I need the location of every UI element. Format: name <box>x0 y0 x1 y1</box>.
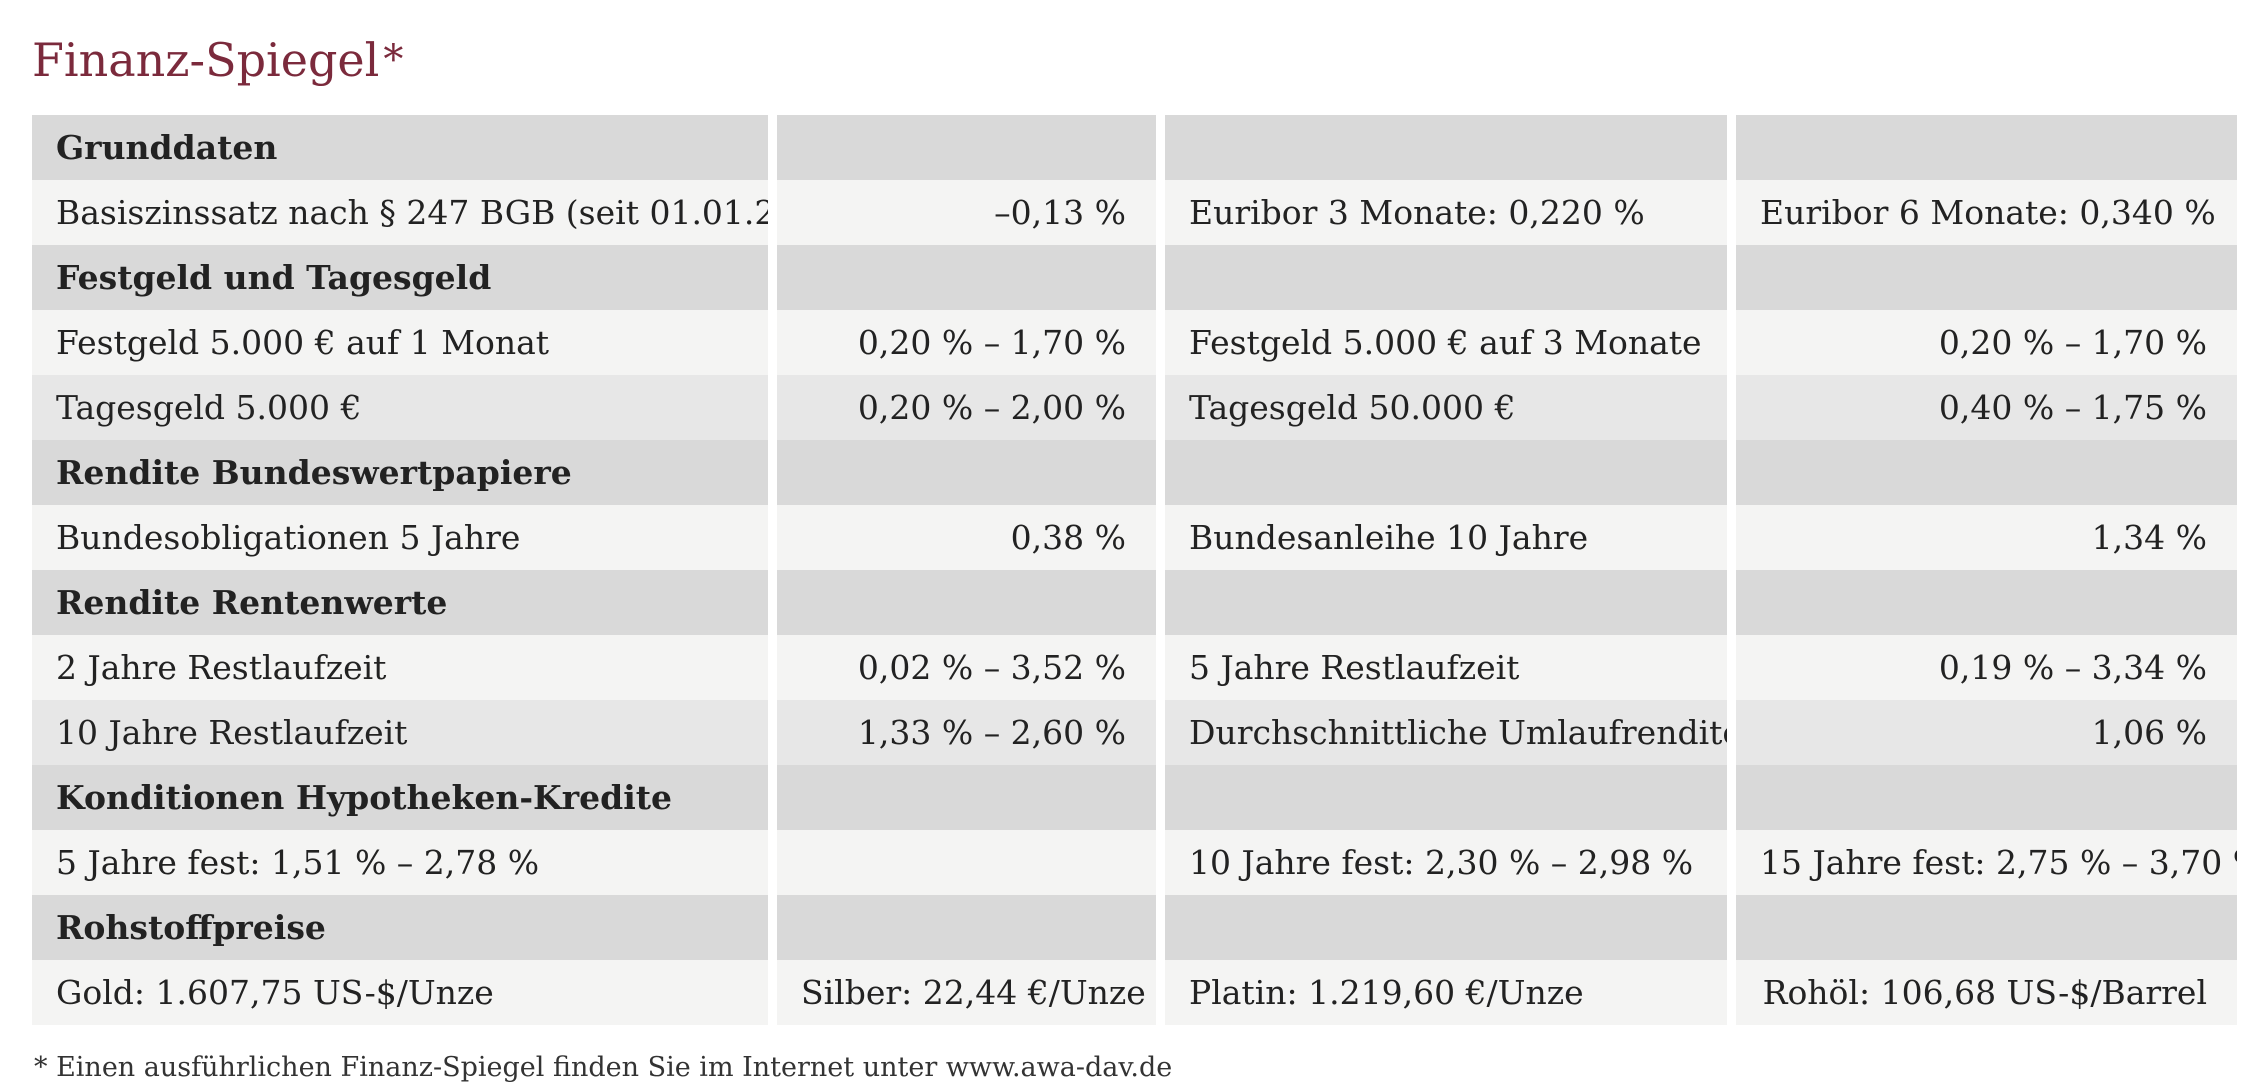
table-cell <box>1736 895 2237 960</box>
row-value: 0,02 % – 3,52 % <box>777 635 1156 700</box>
page-title: Finanz-Spiegel * <box>32 30 403 90</box>
row-label-secondary: Durchschnittliche Umlaufrendite <box>1165 700 1727 765</box>
row-label-secondary: Euribor 3 Monate: 0,220 % <box>1165 180 1727 245</box>
table-row: Basiszinssatz nach § 247 BGB (seit 01.01… <box>32 180 2237 245</box>
row-label: Gold: 1.607,75 US-$/Unze <box>32 960 768 1025</box>
row-value: 0,38 % <box>777 505 1156 570</box>
section-header-row: Grunddaten <box>32 115 2237 180</box>
section-header-row: Konditionen Hypotheken-Kredite <box>32 765 2237 830</box>
row-value-secondary: 1,34 % <box>1736 505 2237 570</box>
row-label-secondary: 10 Jahre fest: 2,30 % – 2,98 % <box>1165 830 1727 895</box>
table-row: Gold: 1.607,75 US-$/Unze Silber: 22,44 €… <box>32 960 2237 1025</box>
title-footnote-mark: * <box>383 37 404 83</box>
section-header-row: Festgeld und Tagesgeld <box>32 245 2237 310</box>
row-label-secondary: Platin: 1.219,60 €/Unze <box>1165 960 1727 1025</box>
row-value-secondary: 0,40 % – 1,75 % <box>1736 375 2237 440</box>
row-label: 5 Jahre fest: 1,51 % – 2,78 % <box>32 830 768 895</box>
table-row: 5 Jahre fest: 1,51 % – 2,78 % 10 Jahre f… <box>32 830 2237 895</box>
table-row: 10 Jahre Restlaufzeit 1,33 % – 2,60 % Du… <box>32 700 2237 765</box>
row-value <box>777 830 1156 895</box>
section-title: Konditionen Hypotheken-Kredite <box>32 765 768 830</box>
row-label-secondary: Festgeld 5.000 € auf 3 Monate <box>1165 310 1727 375</box>
row-value: –0,13 % <box>777 180 1156 245</box>
table-cell <box>777 765 1156 830</box>
table-cell <box>1736 440 2237 505</box>
row-label: Tagesgeld 5.000 € <box>32 375 768 440</box>
table-cell <box>1165 115 1727 180</box>
table-cell <box>1736 765 2237 830</box>
table-cell <box>1736 245 2237 310</box>
section-header-row: Rendite Rentenwerte <box>32 570 2237 635</box>
row-value-secondary: 0,20 % – 1,70 % <box>1736 310 2237 375</box>
table-cell <box>777 245 1156 310</box>
table-cell <box>1165 245 1727 310</box>
table-cell <box>1165 895 1727 960</box>
table-cell <box>1736 115 2237 180</box>
section-title: Rendite Bundeswertpapiere <box>32 440 768 505</box>
row-value: Silber: 22,44 €/Unze <box>777 960 1156 1025</box>
table-row: 2 Jahre Restlaufzeit 0,02 % – 3,52 % 5 J… <box>32 635 2237 700</box>
row-value: 1,33 % – 2,60 % <box>777 700 1156 765</box>
row-label: Bundesobligationen 5 Jahre <box>32 505 768 570</box>
title-text: Finanz-Spiegel <box>32 33 380 87</box>
row-label: Basiszinssatz nach § 247 BGB (seit 01.01… <box>32 180 768 245</box>
table-row: Festgeld 5.000 € auf 1 Monat 0,20 % – 1,… <box>32 310 2237 375</box>
row-value-secondary: 1,06 % <box>1736 700 2237 765</box>
row-label-secondary: 5 Jahre Restlaufzeit <box>1165 635 1727 700</box>
row-label: Festgeld 5.000 € auf 1 Monat <box>32 310 768 375</box>
section-header-row: Rendite Bundeswertpapiere <box>32 440 2237 505</box>
table-cell <box>1165 570 1727 635</box>
section-header-row: Rohstoffpreise <box>32 895 2237 960</box>
row-label-secondary: Tagesgeld 50.000 € <box>1165 375 1727 440</box>
footnote: * Einen ausführlichen Finanz-Spiegel fin… <box>34 1052 1173 1083</box>
row-value-secondary: 0,19 % – 3,34 % <box>1736 635 2237 700</box>
table-cell <box>1165 765 1727 830</box>
table-row: Bundesobligationen 5 Jahre 0,38 % Bundes… <box>32 505 2237 570</box>
row-value-secondary: 15 Jahre fest: 2,75 % – 3,70 % <box>1736 830 2237 895</box>
row-value-secondary: Rohöl: 106,68 US-$/Barrel <box>1736 960 2237 1025</box>
table-cell <box>777 895 1156 960</box>
table-cell <box>777 440 1156 505</box>
row-label: 2 Jahre Restlaufzeit <box>32 635 768 700</box>
row-label: 10 Jahre Restlaufzeit <box>32 700 768 765</box>
section-title: Rendite Rentenwerte <box>32 570 768 635</box>
table-cell <box>777 115 1156 180</box>
table-row: Tagesgeld 5.000 € 0,20 % – 2,00 % Tagesg… <box>32 375 2237 440</box>
table-cell <box>1736 570 2237 635</box>
row-value-secondary: Euribor 6 Monate: 0,340 % <box>1736 180 2237 245</box>
table-cell <box>777 570 1156 635</box>
finance-table: Grunddaten Basiszinssatz nach § 247 BGB … <box>32 115 2237 1025</box>
section-title: Festgeld und Tagesgeld <box>32 245 768 310</box>
table-cell <box>1165 440 1727 505</box>
section-title: Grunddaten <box>32 115 768 180</box>
row-label-secondary: Bundesanleihe 10 Jahre <box>1165 505 1727 570</box>
section-title: Rohstoffpreise <box>32 895 768 960</box>
row-value: 0,20 % – 2,00 % <box>777 375 1156 440</box>
row-value: 0,20 % – 1,70 % <box>777 310 1156 375</box>
